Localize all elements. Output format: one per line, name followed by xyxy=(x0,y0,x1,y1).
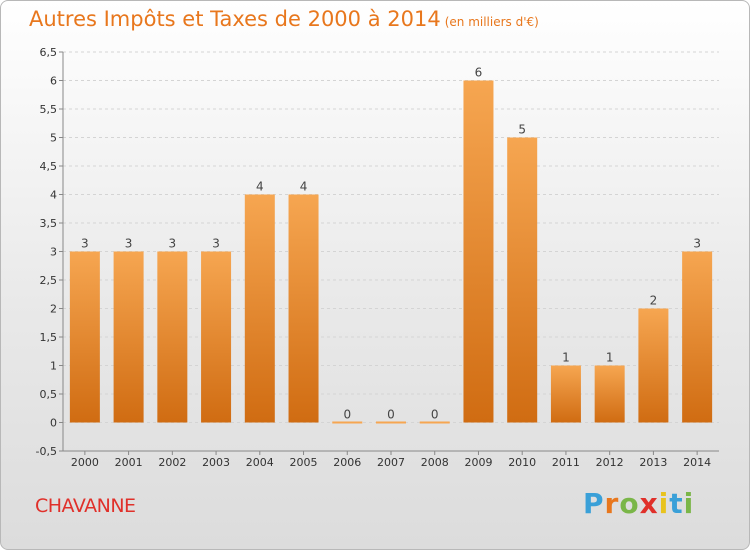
x-tick-label: 2002 xyxy=(158,456,186,469)
logo-letter: i xyxy=(658,487,670,520)
data-label: 0 xyxy=(343,408,351,422)
data-label: 3 xyxy=(212,237,220,251)
y-tick-label: 2,5 xyxy=(40,274,58,287)
y-tick-label: 2 xyxy=(50,303,57,316)
y-tick-label: 5,5 xyxy=(40,103,58,116)
data-label: 6 xyxy=(475,66,483,80)
bars xyxy=(69,80,713,424)
logo-letter: t xyxy=(669,487,684,520)
bar xyxy=(157,251,188,423)
y-tick-label: 4 xyxy=(50,189,57,202)
proxiti-logo[interactable]: Proxiti xyxy=(583,487,694,520)
data-label: 3 xyxy=(125,237,133,251)
bar xyxy=(419,421,450,424)
data-label: 3 xyxy=(693,237,701,251)
data-label: 2 xyxy=(650,294,658,308)
y-tick-label: 0,5 xyxy=(40,388,58,401)
x-tick-label: 2008 xyxy=(421,456,449,469)
logo-letter: P xyxy=(583,487,605,520)
data-label: 0 xyxy=(387,408,395,422)
bar xyxy=(507,137,538,423)
data-label: 1 xyxy=(562,351,570,365)
data-label: 4 xyxy=(256,180,264,194)
bar xyxy=(69,251,100,423)
bar xyxy=(201,251,232,423)
bar xyxy=(376,421,406,424)
y-tick-label: 4,5 xyxy=(40,160,58,173)
logo-letter: o xyxy=(619,487,640,520)
chart-title-text: Autres Impôts et Taxes de 2000 à 2014 xyxy=(29,7,441,31)
data-label: 1 xyxy=(606,351,614,365)
logo-letter: x xyxy=(639,487,659,520)
x-tick-label: 2012 xyxy=(596,456,624,469)
data-label: 5 xyxy=(518,123,526,137)
y-tick-label: 5 xyxy=(50,132,57,145)
y-tick-label: 3,5 xyxy=(40,217,58,230)
y-tick-label: 3 xyxy=(50,246,57,259)
data-label: 3 xyxy=(81,237,89,251)
bar xyxy=(638,308,669,423)
x-tick-label: 2001 xyxy=(115,456,143,469)
x-tick-label: 2007 xyxy=(377,456,405,469)
y-tick-label: 0 xyxy=(50,417,57,430)
y-tick-label: 6,5 xyxy=(40,46,58,59)
chart-title: Autres Impôts et Taxes de 2000 à 2014 (en… xyxy=(29,7,539,31)
bar xyxy=(550,365,581,423)
bar xyxy=(332,421,363,424)
x-tick-label: 2004 xyxy=(246,456,274,469)
logo-letter: i xyxy=(683,487,695,520)
x-tick-label: 2009 xyxy=(464,456,492,469)
x-tick-label: 2014 xyxy=(683,456,711,469)
data-label: 3 xyxy=(169,237,177,251)
bar xyxy=(113,251,144,423)
x-tick-label: 2006 xyxy=(333,456,361,469)
y-tick-label: 1 xyxy=(50,360,57,373)
commune-name: CHAVANNE xyxy=(35,495,136,517)
x-tick-label: 2000 xyxy=(71,456,99,469)
y-tick-label: -0,5 xyxy=(36,445,57,458)
x-tick-label: 2010 xyxy=(508,456,536,469)
x-tick-label: 2005 xyxy=(290,456,318,469)
x-tick-label: 2011 xyxy=(552,456,580,469)
logo-letter: r xyxy=(604,487,620,520)
bar xyxy=(682,251,713,423)
data-label: 4 xyxy=(300,180,308,194)
bar xyxy=(288,194,319,423)
labels: 3 3 3 3 4 4 0 0 0 6 5 1 1 2 3 xyxy=(81,66,701,422)
chart-subtitle: (en milliers d'€) xyxy=(444,15,539,29)
x-tick-label: 2013 xyxy=(639,456,667,469)
data-label: 0 xyxy=(431,408,439,422)
y-tick-label: 6 xyxy=(50,75,57,88)
bar xyxy=(463,80,494,423)
bar xyxy=(244,194,275,423)
x-tick-label: 2003 xyxy=(202,456,230,469)
bar xyxy=(594,365,625,423)
y-tick-label: 1,5 xyxy=(40,331,58,344)
